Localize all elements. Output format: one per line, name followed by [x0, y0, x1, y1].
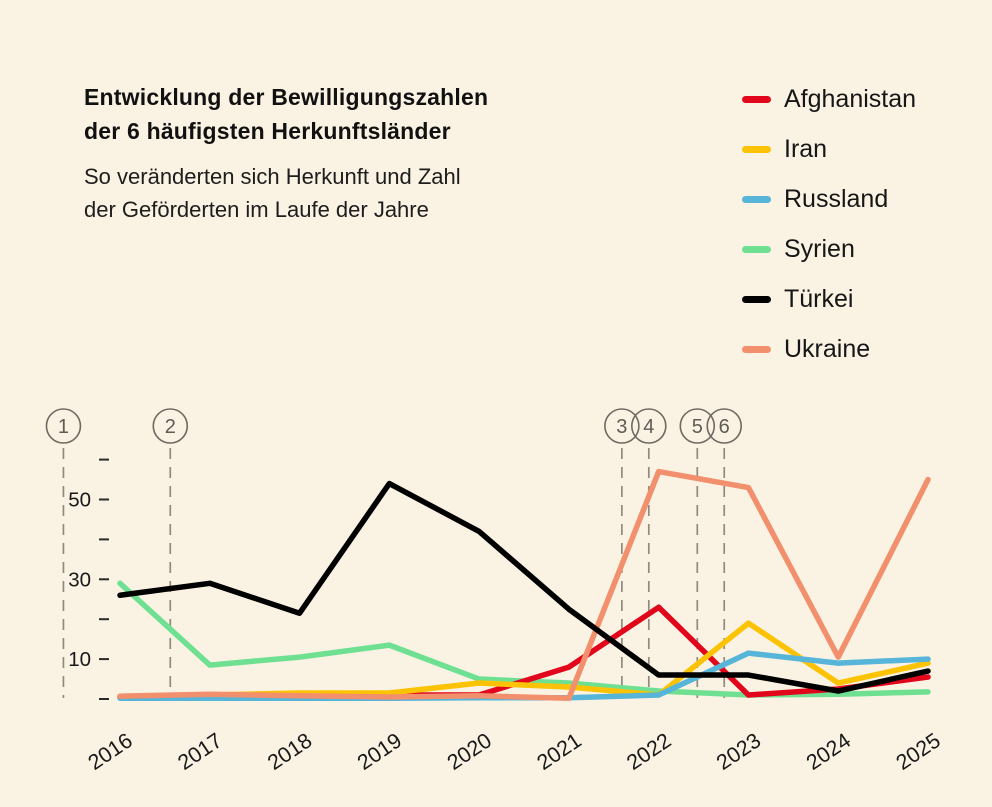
line-chart: 10 30 50 1 2 3 4 5 6 2016 2017 2018 2019 2020 2021 2022… [0, 395, 992, 807]
annotation-number: 1 [58, 416, 69, 438]
legend-item-ukraine: Ukraine [742, 324, 916, 374]
legend-label: Ukraine [784, 334, 871, 363]
legend-label: Russland [784, 184, 889, 213]
legend-item-türkei: Türkei [742, 274, 916, 324]
chart-title-line-1: Entwicklung der Bewilligungszahlen [84, 84, 489, 110]
x-axis-label-2018: 2018 [263, 728, 316, 775]
x-axis-label-2024: 2024 [802, 728, 855, 775]
y-axis-label: 50 [68, 489, 91, 512]
legend-label: Syrien [784, 234, 855, 263]
annotation-circle-1 [45, 408, 82, 444]
chart-title-line-2: der 6 häufigsten Herkunftsländer [84, 118, 451, 144]
legend-color-swatch-icon [742, 195, 771, 203]
chart-header: Entwicklung der Bewilligungszahlen der 6… [84, 80, 488, 226]
legend: Afghanistan Iran Russland Syrien Türkei Ukrai… [742, 74, 916, 374]
annotation-number: 6 [719, 416, 730, 438]
x-axis-label-2021: 2021 [533, 728, 586, 775]
legend-color-swatch-icon [742, 95, 771, 103]
x-axis-label-2025: 2025 [892, 728, 945, 775]
legend-label: Türkei [784, 284, 854, 313]
annotation-number: 4 [643, 416, 654, 438]
legend-item-syrien: Syrien [742, 224, 916, 274]
legend-color-swatch-icon [742, 295, 771, 303]
x-axis-label-2016: 2016 [84, 728, 137, 775]
annotation-circle-5 [679, 408, 716, 444]
chart-subtitle-line-2: der Geförderten im Laufe der Jahre [84, 197, 429, 222]
x-axis-label-2022: 2022 [622, 728, 675, 775]
y-axis-label: 30 [68, 568, 91, 591]
chart-subtitle-line-1: So veränderten sich Herkunft und Zahl [84, 164, 461, 189]
legend-color-swatch-icon [742, 345, 771, 353]
annotation-number: 5 [692, 416, 703, 438]
annotation-number: 3 [616, 416, 627, 438]
annotation-number: 2 [165, 416, 176, 438]
annotation-circle-3 [604, 408, 640, 444]
annotation-circle-6 [706, 408, 743, 444]
x-axis-label-2020: 2020 [443, 728, 496, 775]
annotation-circle-4 [631, 408, 667, 444]
data-line-türkei [117, 480, 931, 694]
x-axis-label-2019: 2019 [353, 728, 406, 775]
x-axis-label-2023: 2023 [712, 728, 765, 775]
legend-item-afghanistan: Afghanistan [742, 74, 916, 124]
legend-color-swatch-icon [742, 145, 771, 153]
legend-item-iran: Iran [742, 124, 916, 174]
legend-label: Afghanistan [784, 84, 917, 113]
data-line-ukraine [117, 468, 931, 701]
x-axis-label-2017: 2017 [173, 728, 226, 775]
legend-color-swatch-icon [742, 245, 771, 253]
legend-item-russland: Russland [742, 174, 916, 224]
y-axis-label: 10 [68, 648, 91, 671]
legend-label: Iran [784, 134, 828, 163]
annotation-circle-2 [152, 408, 189, 444]
